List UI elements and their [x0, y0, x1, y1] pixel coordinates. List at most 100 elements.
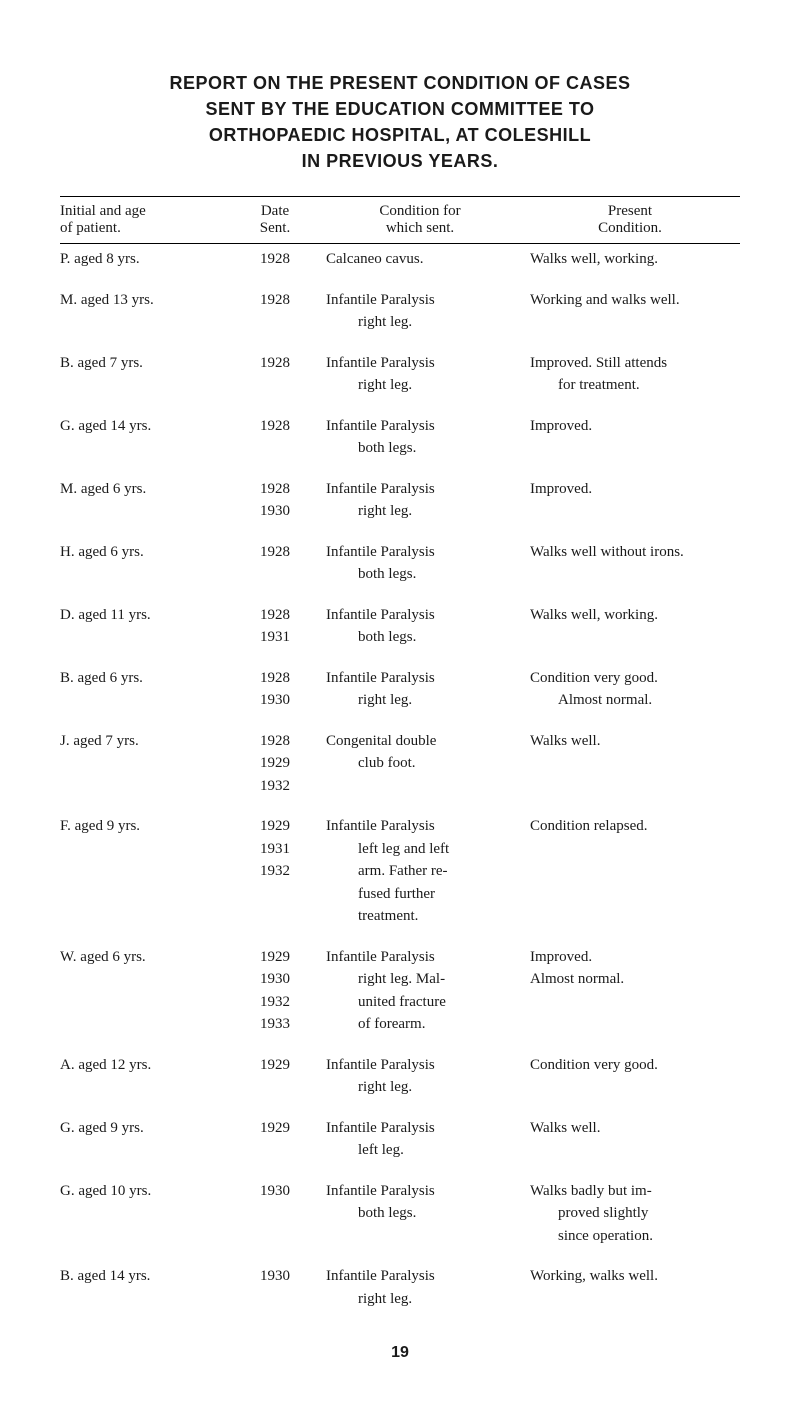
- date-value: 1928: [230, 478, 320, 501]
- date-value: 1932: [230, 860, 320, 883]
- cell-date: 1928: [230, 541, 320, 564]
- cell-present: Improved.: [520, 415, 740, 438]
- date-value: 1932: [230, 991, 320, 1014]
- cell-condition: Infantile Paralysisright leg.: [320, 478, 520, 523]
- header-initial-l1: Initial and age: [60, 203, 146, 219]
- cell-present: Improved.Almost normal.: [520, 946, 740, 991]
- cell-condition: Infantile Paralysisright leg. Mal-united…: [320, 946, 520, 1036]
- date-value: 1929: [230, 1054, 320, 1077]
- condition-line: Infantile Paralysis: [326, 352, 520, 375]
- condition-line: Infantile Paralysis: [326, 415, 520, 438]
- cell-initial: B. aged 6 yrs.: [60, 667, 230, 690]
- condition-line: right leg.: [326, 311, 520, 334]
- cell-condition: Calcaneo cavus.: [320, 248, 520, 271]
- condition-line: right leg.: [326, 1288, 520, 1311]
- header-present: Present Condition.: [520, 203, 740, 237]
- table-header-row: Initial and age of patient. Date Sent. C…: [60, 197, 740, 243]
- report-title: REPORT ON THE PRESENT CONDITION OF CASES…: [60, 70, 740, 174]
- date-value: 1930: [230, 689, 320, 712]
- cell-condition: Infantile Paralysisright leg.: [320, 289, 520, 334]
- cell-condition: Infantile Paralysisright leg.: [320, 1265, 520, 1310]
- date-value: 1930: [230, 968, 320, 991]
- date-value: 1930: [230, 1180, 320, 1203]
- header-condition: Condition for which sent.: [320, 203, 520, 237]
- header-cond-l2: which sent.: [386, 220, 454, 236]
- cell-condition: Infantile Paralysisright leg.: [320, 352, 520, 397]
- condition-line: right leg. Mal-: [326, 968, 520, 991]
- date-value: 1933: [230, 1013, 320, 1036]
- date-value: 1928: [230, 352, 320, 375]
- table-row: G. aged 14 yrs.1928Infantile Paralysisbo…: [60, 411, 740, 474]
- date-value: 1928: [230, 541, 320, 564]
- table-row: P. aged 8 yrs.1928Calcaneo cavus.Walks w…: [60, 244, 740, 285]
- header-date-l1: Date: [261, 203, 289, 219]
- condition-line: both legs.: [326, 563, 520, 586]
- condition-line: Infantile Paralysis: [326, 604, 520, 627]
- cell-condition: Infantile Paralysisboth legs.: [320, 1180, 520, 1225]
- date-value: 1929: [230, 752, 320, 775]
- cell-date: 1928: [230, 415, 320, 438]
- header-date: Date Sent.: [230, 203, 320, 237]
- cell-date: 192919311932: [230, 815, 320, 883]
- cell-date: 19281930: [230, 478, 320, 523]
- date-value: 1932: [230, 775, 320, 798]
- condition-line: Calcaneo cavus.: [326, 248, 520, 271]
- date-value: 1929: [230, 1117, 320, 1140]
- cell-initial: G. aged 14 yrs.: [60, 415, 230, 438]
- condition-line: right leg.: [326, 374, 520, 397]
- condition-line: treatment.: [326, 905, 520, 928]
- condition-line: Infantile Paralysis: [326, 541, 520, 564]
- present-line: since operation.: [530, 1225, 740, 1248]
- cell-date: 1929: [230, 1054, 320, 1077]
- condition-line: club foot.: [326, 752, 520, 775]
- cell-present: Walks well, working.: [520, 248, 740, 271]
- table-row: D. aged 11 yrs.19281931Infantile Paralys…: [60, 600, 740, 663]
- table-row: J. aged 7 yrs.192819291932Congenital dou…: [60, 726, 740, 812]
- present-line: Condition relapsed.: [530, 815, 740, 838]
- table-row: B. aged 7 yrs.1928Infantile Paralysisrig…: [60, 348, 740, 411]
- table-row: M. aged 13 yrs.1928Infantile Paralysisri…: [60, 285, 740, 348]
- date-value: 1928: [230, 415, 320, 438]
- table-row: G. aged 10 yrs.1930Infantile Paralysisbo…: [60, 1176, 740, 1262]
- condition-line: Infantile Paralysis: [326, 1265, 520, 1288]
- title-line-2: SENT BY THE EDUCATION COMMITTEE TO: [205, 99, 594, 119]
- cell-condition: Infantile Paralysisright leg.: [320, 1054, 520, 1099]
- condition-line: Infantile Paralysis: [326, 289, 520, 312]
- date-value: 1929: [230, 946, 320, 969]
- cell-condition: Infantile Paralysisboth legs.: [320, 415, 520, 460]
- present-line: Walks well, working.: [530, 248, 740, 271]
- cell-date: 1930: [230, 1265, 320, 1288]
- cell-present: Improved.: [520, 478, 740, 501]
- present-line: Condition very good.: [530, 667, 740, 690]
- table-row: H. aged 6 yrs.1928Infantile Paralysisbot…: [60, 537, 740, 600]
- table-body: P. aged 8 yrs.1928Calcaneo cavus.Walks w…: [60, 244, 740, 1324]
- table-row: A. aged 12 yrs.1929Infantile Paralysisri…: [60, 1050, 740, 1113]
- condition-line: Infantile Paralysis: [326, 946, 520, 969]
- condition-line: both legs.: [326, 437, 520, 460]
- condition-line: both legs.: [326, 1202, 520, 1225]
- present-line: Condition very good.: [530, 1054, 740, 1077]
- cell-date: 1930: [230, 1180, 320, 1203]
- date-value: 1930: [230, 500, 320, 523]
- cell-condition: Infantile Paralysisright leg.: [320, 667, 520, 712]
- cell-initial: G. aged 9 yrs.: [60, 1117, 230, 1140]
- cell-condition: Infantile Paralysisleft leg.: [320, 1117, 520, 1162]
- cell-initial: M. aged 6 yrs.: [60, 478, 230, 501]
- table-row: B. aged 6 yrs.19281930Infantile Paralysi…: [60, 663, 740, 726]
- cell-date: 19281931: [230, 604, 320, 649]
- date-value: 1928: [230, 667, 320, 690]
- page-number: 19: [60, 1344, 740, 1362]
- cell-initial: J. aged 7 yrs.: [60, 730, 230, 753]
- present-line: Walks badly but im-: [530, 1180, 740, 1203]
- table-row: B. aged 14 yrs.1930Infantile Paralysisri…: [60, 1261, 740, 1324]
- cell-present: Condition relapsed.: [520, 815, 740, 838]
- condition-line: right leg.: [326, 500, 520, 523]
- present-line: Walks well without irons.: [530, 541, 740, 564]
- present-line: Improved.: [530, 946, 740, 969]
- present-line: Improved. Still attends: [530, 352, 740, 375]
- condition-line: right leg.: [326, 689, 520, 712]
- cell-condition: Infantile Paralysisboth legs.: [320, 541, 520, 586]
- date-value: 1928: [230, 730, 320, 753]
- cell-initial: B. aged 14 yrs.: [60, 1265, 230, 1288]
- title-line-3: ORTHOPAEDIC HOSPITAL, AT COLESHILL: [209, 125, 591, 145]
